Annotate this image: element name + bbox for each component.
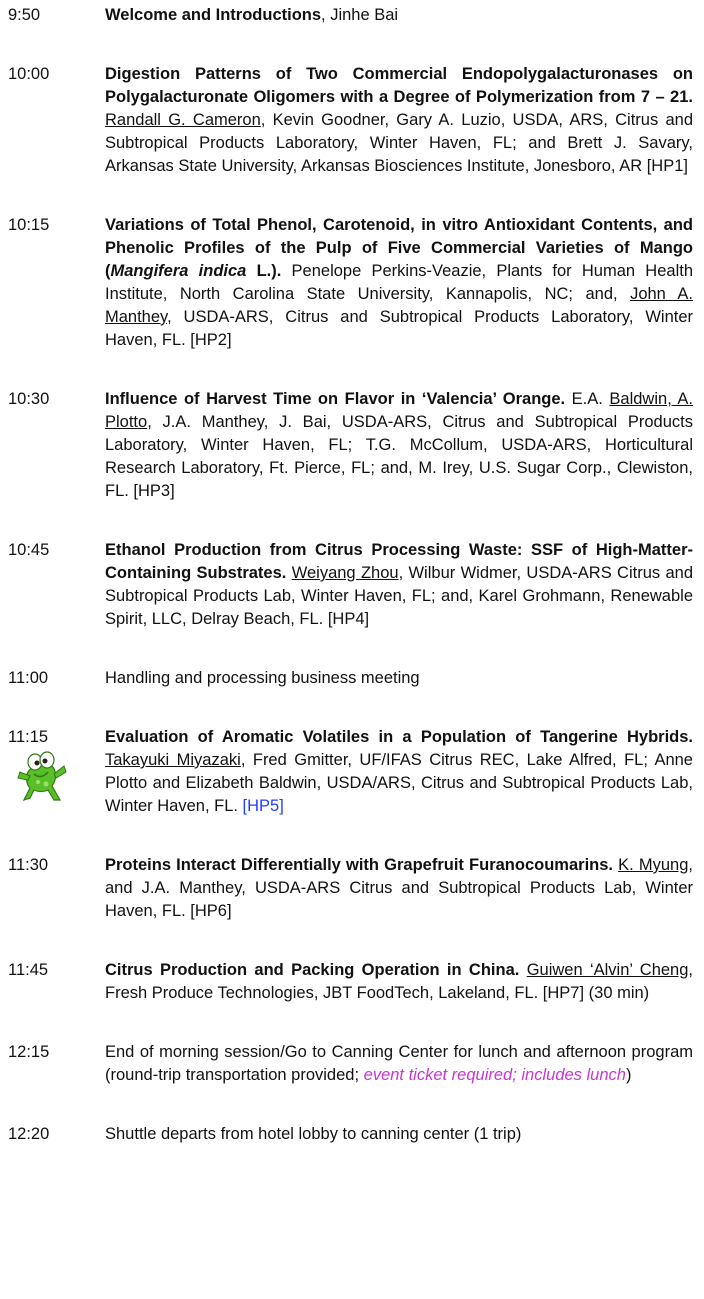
frog-icon [17, 751, 67, 802]
time-cell: 9:50 [8, 4, 105, 27]
schedule-entry: 11:30 Proteins Interact Differentially wi… [8, 854, 696, 923]
text-run: event ticket required; includes lunch [363, 1066, 626, 1084]
entry-text: Proteins Interact Differentially with Gr… [105, 854, 693, 923]
entry-text: Welcome and Introductions, Jinhe Bai [105, 4, 693, 27]
time-cell: 10:30 [8, 388, 105, 503]
text-run: , Jinhe Bai [321, 6, 399, 24]
text-run: Weiyang Zhou [291, 564, 399, 582]
schedule-entry: 10:45 Ethanol Production from Citrus Proc… [8, 539, 696, 631]
text-run: , Kevin Goodner, Gary A. Luzio, USDA, AR… [105, 111, 693, 175]
text-run: John A. Manthey [105, 285, 693, 326]
text-run: , J.A. Manthey, J. Bai, USDA-ARS, Citrus… [105, 413, 693, 500]
entry-text: Handling and processing business meeting [105, 667, 693, 690]
entry-time: 11:15 [8, 728, 49, 746]
entry-time: 11:00 [8, 669, 49, 687]
time-cell: 12:15 [8, 1041, 105, 1087]
time-cell: 11:45 [8, 959, 105, 1005]
text-run: Citrus Production and Packing Operation … [105, 961, 527, 979]
text-run: L.). [246, 262, 292, 280]
schedule-entry: 11:45 Citrus Production and Packing Opera… [8, 959, 696, 1005]
time-cell: 10:15 [8, 214, 105, 352]
schedule-entry: 11:00 Handling and processing business me… [8, 667, 696, 690]
time-cell: 11:00 [8, 667, 105, 690]
text-run: Shuttle departs from hotel lobby to cann… [105, 1125, 522, 1143]
time-cell: 12:20 [8, 1123, 105, 1146]
text-run: , Fresh Produce Technologies, JBT FoodTe… [105, 961, 693, 1002]
time-cell: 10:45 [8, 539, 105, 631]
text-run: Proteins Interact Differentially with Gr… [105, 856, 619, 874]
text-run: Handling and processing business meeting [105, 669, 420, 687]
text-run: K. Myung [618, 856, 689, 874]
entry-text: Citrus Production and Packing Operation … [105, 959, 693, 1005]
entry-text: Ethanol Production from Citrus Processin… [105, 539, 693, 631]
text-run: Influence of Harvest Time on Flavor in ‘… [105, 390, 572, 408]
entry-time: 9:50 [8, 6, 41, 24]
text-run: Mangifera indica [110, 262, 247, 280]
schedule-entry: 10:00 Digestion Patterns of Two Commercia… [8, 63, 696, 178]
text-run: , and J.A. Manthey, USDA-ARS Citrus and … [105, 856, 693, 920]
text-run: Ethanol Production from Citrus Processin… [105, 541, 693, 582]
text-run: Penelope Perkins-Veazie, Plants for Huma… [105, 262, 693, 303]
text-run: Baldwin, A. Plotto [105, 390, 693, 431]
time-cell: 10:00 [8, 63, 105, 178]
schedule-entry: 12:15 End of morning session/Go to Cannin… [8, 1041, 696, 1087]
text-run: Guiwen ‘Alvin’ Cheng [526, 961, 689, 979]
entry-time: 11:45 [8, 961, 49, 979]
entry-time: 11:30 [8, 856, 49, 874]
schedule-entry: 10:15 Variations of Total Phenol, Caroten… [8, 214, 696, 352]
text-run: Welcome and Introductions [105, 6, 322, 24]
entry-text: End of morning session/Go to Canning Cen… [105, 1041, 693, 1087]
text-run: ) [625, 1066, 632, 1084]
text-run: , USDA-ARS, Citrus and Subtropical Produ… [105, 308, 693, 349]
entry-time: 10:00 [8, 65, 50, 83]
schedule-entry: 11:15 Evaluation of Aromatic Volatiles i… [8, 726, 696, 818]
text-run: Digestion Patterns of Two Commercial End… [105, 65, 693, 106]
text-run: Takayuki Miyazaki [105, 751, 241, 769]
entry-text: Variations of Total Phenol, Carotenoid, … [105, 214, 693, 352]
text-run: E.A. [571, 390, 610, 408]
schedule: 9:50 Welcome and Introductions, Jinhe Bai… [8, 4, 696, 1146]
schedule-entry: 12:20 Shuttle departs from hotel lobby to… [8, 1123, 696, 1146]
text-run: , Fred Gmitter, UF/IFAS Citrus REC, Lake… [105, 751, 693, 815]
entry-time: 12:20 [8, 1125, 50, 1143]
text-run: , Wilbur Widmer, USDA-ARS Citrus and Sub… [105, 564, 693, 628]
entry-time: 10:45 [8, 541, 50, 559]
entry-text: Shuttle departs from hotel lobby to cann… [105, 1123, 693, 1146]
entry-time: 10:15 [8, 216, 50, 234]
schedule-entry: 10:30 Influence of Harvest Time on Flavor… [8, 388, 696, 503]
text-run: [HP5] [242, 797, 284, 815]
entry-text: Influence of Harvest Time on Flavor in ‘… [105, 388, 693, 503]
entry-text: Evaluation of Aromatic Volatiles in a Po… [105, 726, 693, 818]
text-run: Variations of Total Phenol, Carotenoid, … [105, 216, 693, 280]
schedule-entry: 9:50 Welcome and Introductions, Jinhe Bai [8, 4, 696, 27]
time-cell: 11:30 [8, 854, 105, 923]
text-run: Randall G. Cameron [105, 111, 261, 129]
text-run: End of morning session/Go to Canning Cen… [105, 1043, 693, 1084]
entry-time: 12:15 [8, 1043, 50, 1061]
entry-text: Digestion Patterns of Two Commercial End… [105, 63, 693, 178]
entry-time: 10:30 [8, 390, 50, 408]
time-cell: 11:15 [8, 726, 105, 818]
text-run: Evaluation of Aromatic Volatiles in a Po… [105, 728, 693, 746]
